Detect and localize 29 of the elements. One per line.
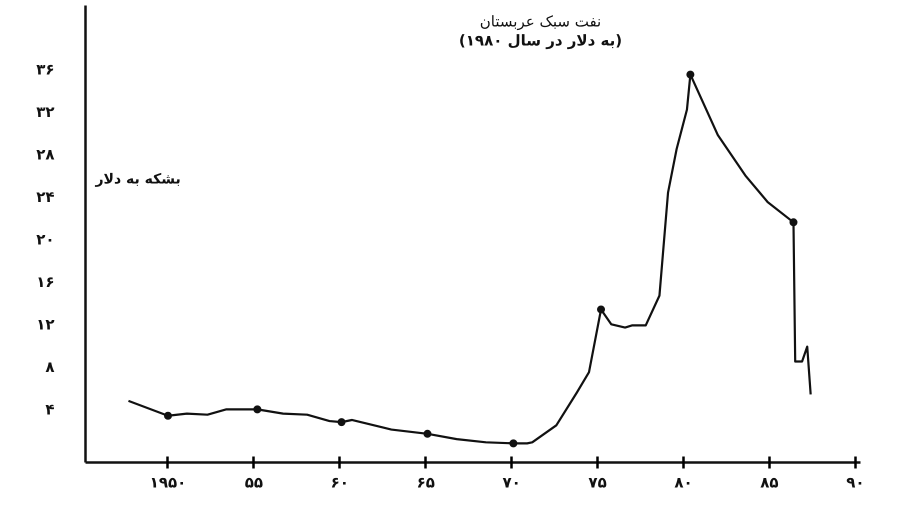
x-tick-label: ۶۵: [416, 474, 435, 492]
point: [164, 412, 172, 420]
point: [789, 218, 798, 226]
x-tick-label: ۶۰: [330, 474, 349, 492]
y-tick-label: ۲۸: [36, 145, 54, 164]
x-tick-label: ۷۰: [502, 474, 521, 492]
point: [253, 405, 262, 414]
x-tick-label: ۹۰: [846, 474, 864, 492]
point: [338, 418, 346, 426]
text: نفت سبک عربستان: [480, 12, 602, 30]
y-tick-label: ۸: [45, 358, 54, 376]
y-tick-label: ۲۴: [36, 188, 54, 206]
x-tick-label: ۱۹۵۰: [150, 474, 186, 492]
y-tick-label: ۲۰: [36, 230, 54, 248]
y-axis-title: بشکه به دلار: [94, 172, 181, 188]
x-tick-label: ۷۵: [588, 474, 607, 492]
y-tick-label: ۱۶: [36, 272, 54, 291]
x-tick-label: ۵۵: [244, 474, 264, 492]
y-tick-label: ۳۲: [36, 102, 54, 121]
point: [597, 305, 606, 314]
y-tick-label: ۱۲: [36, 315, 54, 334]
x-tick-label: ۸۵: [760, 474, 779, 492]
y-tick-label: ۳۶: [36, 60, 54, 78]
point: [686, 70, 694, 79]
x-tick-label: ۸۰: [674, 474, 693, 492]
point: [423, 430, 432, 438]
point: [509, 439, 518, 448]
y-tick-label: ۴: [45, 400, 54, 418]
text: (به دلار در سال ۱۹۸۰): [458, 32, 622, 50]
